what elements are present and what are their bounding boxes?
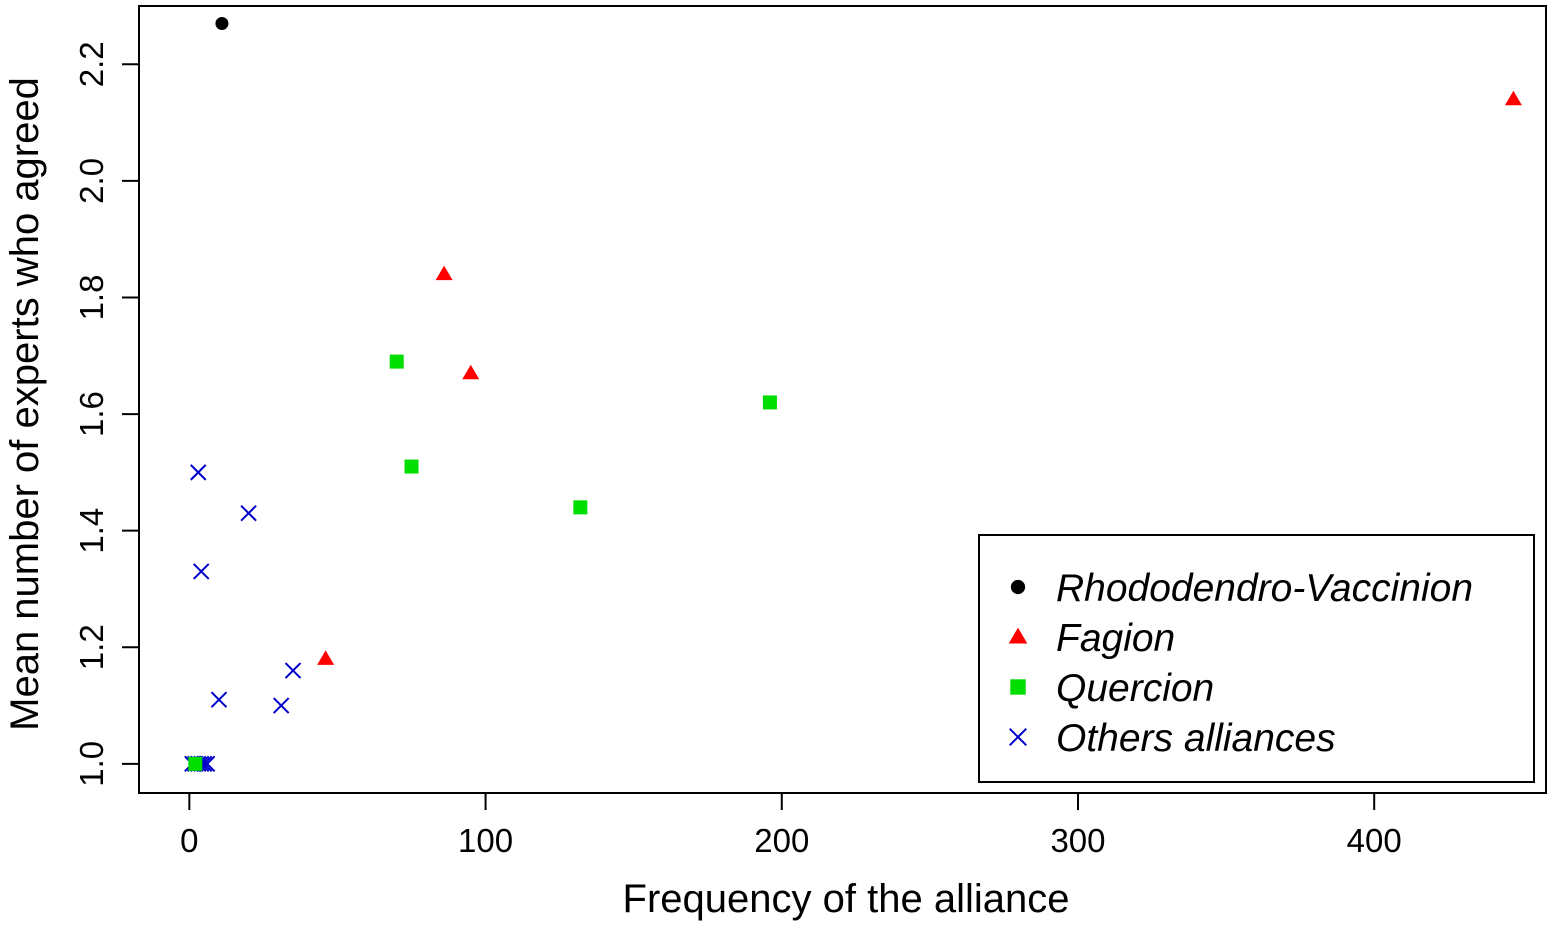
point-square-2-1 [389, 354, 404, 369]
point-cross-3-9 [240, 504, 257, 522]
legend-marker-1 [1008, 627, 1028, 644]
legend-label-0: Rhododendro-Vaccinion [1056, 567, 1473, 610]
point-cross-3-11 [284, 662, 302, 679]
y-axis: 1.0 1.2 1.4 1.6 1.8 2.0 2.2 [73, 41, 140, 787]
point-square-2-4 [762, 395, 777, 410]
x-tick-label-0: 0 [180, 822, 198, 859]
x-tick-label-4: 400 [1347, 822, 1402, 859]
legend-label-2: Quercion [1056, 667, 1214, 710]
x-axis: 0 100 200 300 400 [180, 792, 1402, 859]
legend-label-1: Fagion [1056, 617, 1175, 660]
point-triangle-1-0 [317, 650, 335, 665]
point-cross-3-8 [210, 691, 228, 708]
point-triangle-1-2 [462, 364, 480, 380]
y-tick-label-2: 1.4 [73, 508, 110, 554]
y-tick-label-3: 1.6 [73, 391, 110, 437]
point-triangle-1-1 [435, 265, 453, 281]
y-axis-title: Mean number of experts who agreed [3, 77, 47, 731]
point-square-2-0 [188, 756, 203, 771]
y-tick-label-6: 2.2 [73, 41, 110, 87]
y-tick-label-0: 1.0 [73, 741, 110, 787]
legend: Rhododendro-Vaccinion Fagion Quercion Other… [978, 534, 1535, 783]
legend-label-3: Others alliances [1056, 717, 1336, 760]
x-tick-label-1: 100 [458, 822, 513, 859]
x-tick-label-3: 300 [1050, 822, 1105, 859]
y-tick-label-4: 1.8 [73, 275, 110, 321]
point-cross-3-6 [190, 464, 207, 481]
x-tick-label-2: 200 [754, 822, 809, 859]
data-points [184, 16, 1522, 773]
point-triangle-1-3 [1504, 90, 1522, 106]
x-axis-title: Frequency of the alliance [623, 877, 1070, 921]
point-circle-0-0 [215, 16, 229, 30]
y-tick-label-5: 2.0 [73, 158, 110, 204]
legend-marker-0 [1010, 579, 1026, 595]
point-cross-3-10 [272, 697, 290, 714]
point-square-2-3 [573, 500, 588, 515]
point-cross-3-7 [192, 563, 210, 580]
legend-marker-3 [1009, 728, 1027, 746]
y-tick-label-1: 1.2 [73, 624, 110, 670]
point-square-2-2 [404, 459, 419, 474]
legend-box [978, 534, 1535, 783]
legend-marker-2 [1010, 679, 1026, 695]
